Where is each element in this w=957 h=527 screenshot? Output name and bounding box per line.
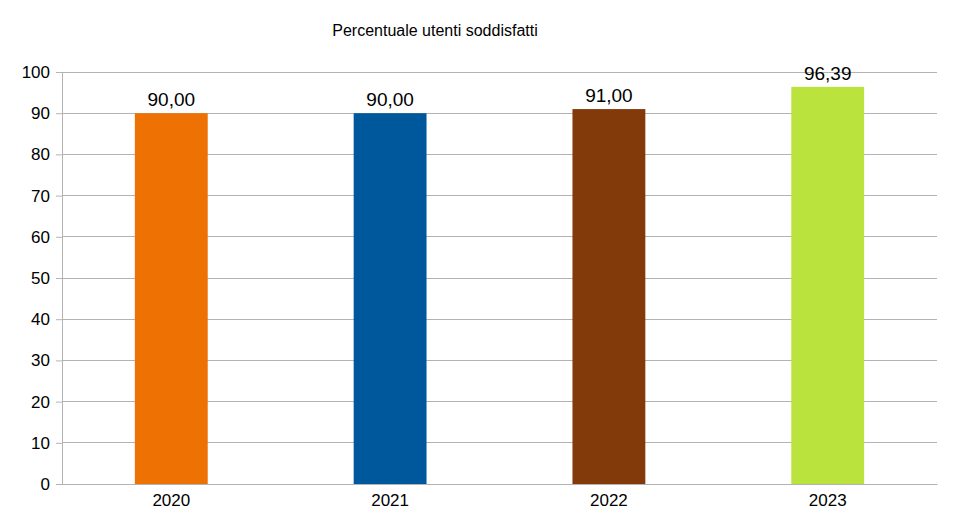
tick-label: 80 (31, 145, 50, 164)
tick-label: 2020 (152, 491, 190, 510)
tick: 2022 (590, 484, 628, 510)
chart: Percentuale utenti soddisfatti 0 10 20 30 40 5… (0, 0, 957, 527)
tick: 60 (31, 228, 62, 247)
tick-label: 20 (31, 393, 50, 412)
tick-label: 40 (31, 310, 50, 329)
tick-mark (56, 278, 62, 279)
tick: 90 (31, 104, 62, 123)
tick-mark (56, 72, 62, 73)
tick-label: 50 (31, 269, 50, 288)
tick: 30 (31, 351, 62, 370)
tick-mark (56, 319, 62, 320)
tick: 50 (31, 269, 62, 288)
tick: 40 (31, 310, 62, 329)
tick-label: 60 (31, 228, 50, 247)
data-label: 90,00 (148, 89, 196, 110)
chart-title: Percentuale utenti soddisfatti (332, 22, 537, 39)
x-axis: 2020 2021 2022 2023 (63, 484, 938, 510)
data-label: 90,00 (366, 89, 414, 110)
tick-label: 90 (31, 104, 50, 123)
tick-mark (56, 154, 62, 155)
tick: 70 (31, 187, 62, 206)
bar (354, 113, 427, 484)
tick: 80 (31, 145, 62, 164)
tick-mark (56, 443, 62, 444)
tick-label: 2022 (590, 491, 628, 510)
tick-mark (56, 360, 62, 361)
tick-label: 10 (31, 434, 50, 453)
tick: 2023 (809, 484, 847, 510)
bars (135, 87, 864, 484)
tick-label: 100 (22, 63, 50, 82)
tick: 10 (31, 434, 62, 453)
bar (135, 113, 208, 484)
plot: 0 10 20 30 40 50 60 70 80 90 100 2020 2021 2022 2023 90… (22, 63, 938, 510)
axis-line (63, 484, 938, 485)
tick-mark (56, 237, 62, 238)
tick-label: 0 (41, 475, 50, 494)
tick: 2020 (152, 484, 190, 510)
tick: 20 (31, 393, 62, 412)
data-label: 91,00 (585, 85, 633, 106)
y-axis: 0 10 20 30 40 50 60 70 80 90 100 (22, 63, 63, 494)
data-labels: 90,00 90,00 91,00 96,39 (148, 63, 852, 110)
bar (791, 87, 864, 484)
tick: 100 (22, 63, 62, 82)
tick: 0 (41, 475, 62, 494)
tick-label: 2023 (809, 491, 847, 510)
tick-mark (56, 484, 62, 485)
tick-mark (56, 196, 62, 197)
data-label: 96,39 (804, 63, 852, 84)
tick-label: 30 (31, 351, 50, 370)
tick-label: 2021 (371, 491, 409, 510)
bar (572, 109, 645, 484)
tick-mark (56, 113, 62, 114)
tick-label: 70 (31, 187, 50, 206)
tick-mark (56, 402, 62, 403)
grid (62, 72, 937, 484)
axis-line (62, 73, 63, 485)
tick: 2021 (371, 484, 409, 510)
